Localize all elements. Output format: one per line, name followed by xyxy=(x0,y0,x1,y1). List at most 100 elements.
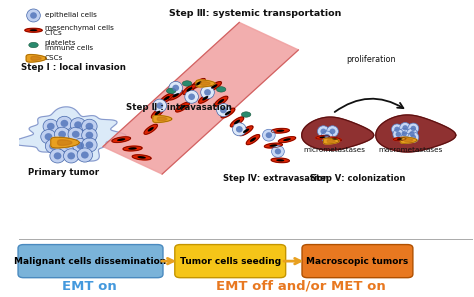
Ellipse shape xyxy=(81,151,89,159)
Text: epithelial cells: epithelial cells xyxy=(45,12,97,18)
Ellipse shape xyxy=(68,127,83,141)
Ellipse shape xyxy=(319,136,326,138)
Polygon shape xyxy=(230,117,244,127)
Text: EMT off and/or MET on: EMT off and/or MET on xyxy=(216,280,385,293)
Polygon shape xyxy=(316,135,329,139)
Ellipse shape xyxy=(58,131,66,138)
Ellipse shape xyxy=(397,138,402,140)
Ellipse shape xyxy=(324,134,330,140)
Text: mesenchymal cells: mesenchymal cells xyxy=(45,25,114,31)
Ellipse shape xyxy=(153,99,167,112)
Text: Primary tumor: Primary tumor xyxy=(28,168,99,177)
Ellipse shape xyxy=(82,119,97,133)
Polygon shape xyxy=(157,117,167,121)
Ellipse shape xyxy=(403,136,409,141)
Text: macrometastases: macrometastases xyxy=(378,147,442,153)
Ellipse shape xyxy=(402,125,408,130)
Ellipse shape xyxy=(43,119,58,133)
Ellipse shape xyxy=(29,42,38,48)
Ellipse shape xyxy=(332,138,337,140)
Ellipse shape xyxy=(76,142,84,149)
Ellipse shape xyxy=(50,149,65,163)
Ellipse shape xyxy=(85,123,93,130)
Ellipse shape xyxy=(70,118,86,132)
Ellipse shape xyxy=(29,29,37,31)
Ellipse shape xyxy=(182,81,192,86)
Ellipse shape xyxy=(233,123,246,136)
Ellipse shape xyxy=(27,9,40,22)
Text: Step Ⅰ : local invasion: Step Ⅰ : local invasion xyxy=(21,63,126,72)
Ellipse shape xyxy=(410,126,416,131)
Ellipse shape xyxy=(128,147,137,150)
FancyBboxPatch shape xyxy=(175,244,286,278)
Ellipse shape xyxy=(47,123,55,130)
Polygon shape xyxy=(201,82,210,85)
Ellipse shape xyxy=(73,138,88,153)
Ellipse shape xyxy=(117,138,125,141)
Ellipse shape xyxy=(272,146,284,157)
Ellipse shape xyxy=(392,124,402,135)
Ellipse shape xyxy=(321,131,333,142)
Polygon shape xyxy=(160,93,173,103)
Ellipse shape xyxy=(185,90,199,103)
Text: Step Ⅴ: colonization: Step Ⅴ: colonization xyxy=(310,173,405,183)
Polygon shape xyxy=(103,22,299,174)
Text: Malignant cells dissemination: Malignant cells dissemination xyxy=(14,257,167,266)
Polygon shape xyxy=(57,140,72,146)
Ellipse shape xyxy=(408,123,419,134)
Ellipse shape xyxy=(396,132,401,137)
Ellipse shape xyxy=(148,127,154,132)
Ellipse shape xyxy=(394,127,400,132)
Ellipse shape xyxy=(74,121,82,128)
Polygon shape xyxy=(169,91,183,100)
Ellipse shape xyxy=(218,99,224,103)
Polygon shape xyxy=(246,135,260,145)
Ellipse shape xyxy=(169,81,182,94)
Ellipse shape xyxy=(408,132,419,143)
Ellipse shape xyxy=(72,131,80,138)
Ellipse shape xyxy=(173,93,179,97)
Ellipse shape xyxy=(276,129,284,132)
Ellipse shape xyxy=(64,149,79,163)
Polygon shape xyxy=(25,28,42,32)
Ellipse shape xyxy=(401,131,407,136)
Ellipse shape xyxy=(186,87,192,92)
Ellipse shape xyxy=(400,122,410,133)
Ellipse shape xyxy=(59,138,74,152)
Ellipse shape xyxy=(211,84,218,89)
Polygon shape xyxy=(112,137,130,143)
Text: EMT on: EMT on xyxy=(62,280,117,293)
Ellipse shape xyxy=(67,152,75,159)
Text: CSCs: CSCs xyxy=(45,55,63,61)
Ellipse shape xyxy=(54,152,62,159)
Polygon shape xyxy=(302,117,374,150)
Text: micrometastases: micrometastases xyxy=(304,147,366,153)
Polygon shape xyxy=(327,140,335,143)
Ellipse shape xyxy=(320,129,326,134)
Ellipse shape xyxy=(401,133,411,144)
Ellipse shape xyxy=(269,144,277,147)
Ellipse shape xyxy=(234,120,240,124)
Ellipse shape xyxy=(409,131,415,136)
Text: immune cells: immune cells xyxy=(45,45,93,51)
Ellipse shape xyxy=(241,112,251,117)
Ellipse shape xyxy=(30,12,37,19)
Ellipse shape xyxy=(63,141,71,148)
Ellipse shape xyxy=(164,96,170,100)
Ellipse shape xyxy=(82,138,97,152)
Polygon shape xyxy=(31,56,41,60)
Ellipse shape xyxy=(204,89,211,96)
Text: Step Ⅱ : intravasation: Step Ⅱ : intravasation xyxy=(126,103,232,112)
Ellipse shape xyxy=(217,104,230,117)
Ellipse shape xyxy=(57,116,72,130)
Polygon shape xyxy=(144,124,157,134)
Ellipse shape xyxy=(173,85,179,91)
Text: Tumor cells seeding: Tumor cells seeding xyxy=(180,257,281,266)
Ellipse shape xyxy=(46,139,61,153)
Ellipse shape xyxy=(156,102,163,109)
Polygon shape xyxy=(207,82,221,91)
Polygon shape xyxy=(324,138,339,144)
Ellipse shape xyxy=(45,133,52,140)
Ellipse shape xyxy=(276,159,284,162)
Ellipse shape xyxy=(225,111,231,115)
